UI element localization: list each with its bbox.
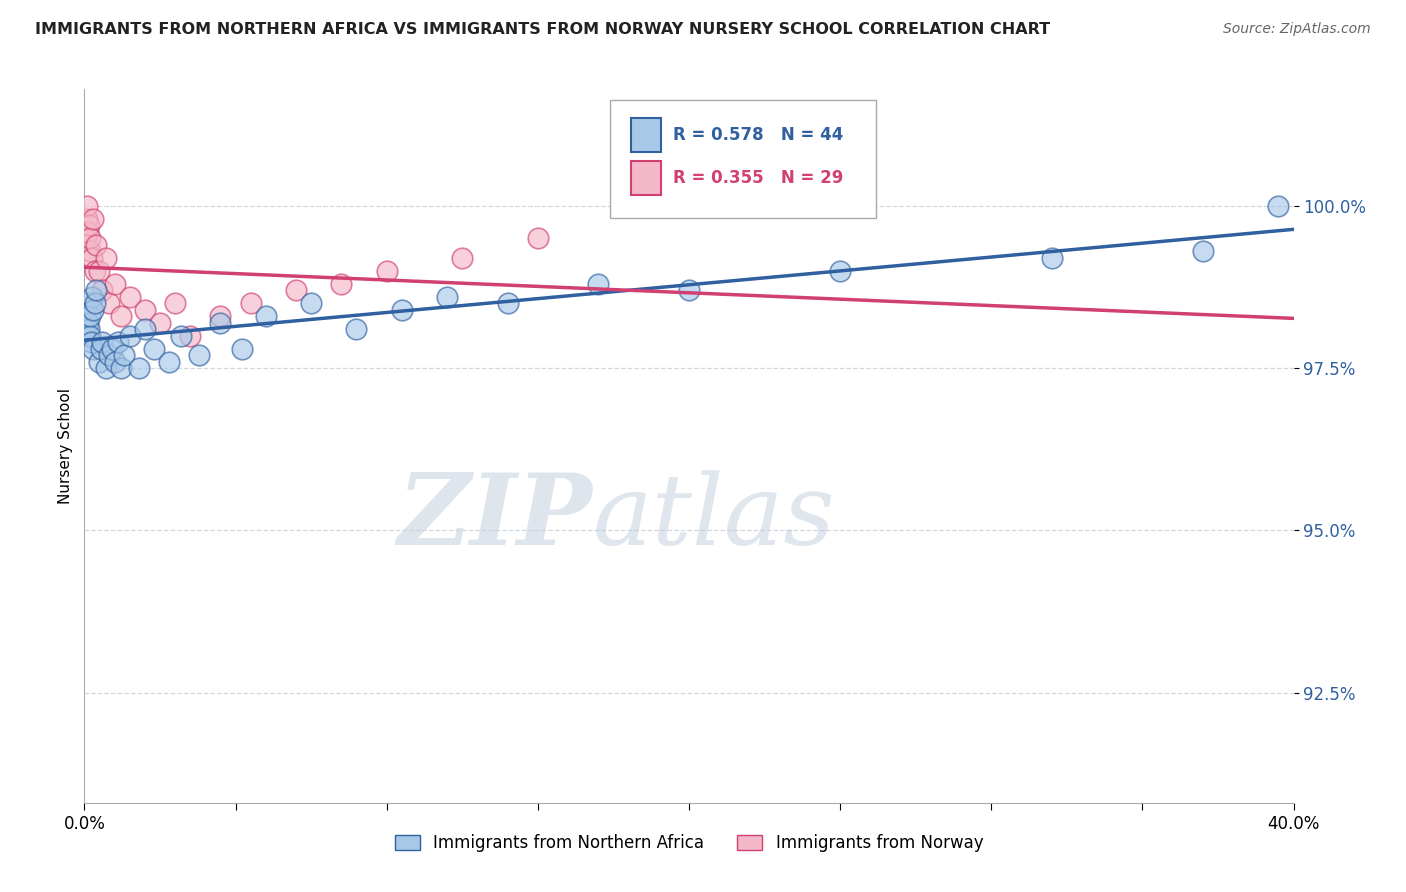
Text: R = 0.355   N = 29: R = 0.355 N = 29 xyxy=(673,169,844,186)
Immigrants from Northern Africa xyxy=(346,322,368,336)
Immigrants from Norway xyxy=(94,251,117,265)
Immigrants from Northern Africa xyxy=(157,354,180,368)
Immigrants from Northern Africa xyxy=(209,316,232,330)
Immigrants from Norway xyxy=(79,244,101,259)
Immigrants from Norway xyxy=(375,264,398,278)
Immigrants from Northern Africa xyxy=(107,335,129,350)
Y-axis label: Nursery School: Nursery School xyxy=(58,388,73,504)
Immigrants from Norway xyxy=(91,283,114,297)
Immigrants from Norway xyxy=(76,199,98,213)
Immigrants from Northern Africa xyxy=(91,335,114,350)
Immigrants from Norway xyxy=(451,251,474,265)
Immigrants from Northern Africa xyxy=(76,296,98,310)
FancyBboxPatch shape xyxy=(610,100,876,218)
Immigrants from Northern Africa xyxy=(588,277,610,291)
Immigrants from Northern Africa xyxy=(830,264,852,278)
Immigrants from Norway xyxy=(118,290,141,304)
Immigrants from Norway xyxy=(134,302,156,317)
Immigrants from Northern Africa xyxy=(89,354,111,368)
Immigrants from Northern Africa xyxy=(1040,251,1063,265)
Immigrants from Northern Africa xyxy=(97,348,120,362)
Immigrants from Northern Africa xyxy=(1267,199,1289,213)
Immigrants from Northern Africa xyxy=(134,322,156,336)
Immigrants from Norway xyxy=(527,231,550,245)
Immigrants from Northern Africa xyxy=(1192,244,1215,259)
Immigrants from Northern Africa xyxy=(299,296,322,310)
Text: R = 0.578   N = 44: R = 0.578 N = 44 xyxy=(673,126,844,144)
Immigrants from Northern Africa xyxy=(110,361,132,376)
Immigrants from Northern Africa xyxy=(82,302,104,317)
Immigrants from Northern Africa xyxy=(254,310,277,324)
Immigrants from Norway xyxy=(76,211,98,226)
Immigrants from Northern Africa xyxy=(678,283,700,297)
Immigrants from Norway xyxy=(104,277,127,291)
Immigrants from Northern Africa xyxy=(188,348,211,362)
Immigrants from Norway xyxy=(97,296,120,310)
Bar xyxy=(631,118,661,152)
Immigrants from Norway xyxy=(285,283,308,297)
Text: IMMIGRANTS FROM NORTHERN AFRICA VS IMMIGRANTS FROM NORWAY NURSERY SCHOOL CORRELA: IMMIGRANTS FROM NORTHERN AFRICA VS IMMIG… xyxy=(35,22,1050,37)
Immigrants from Northern Africa xyxy=(79,328,101,343)
Immigrants from Norway xyxy=(239,296,262,310)
Immigrants from Norway xyxy=(79,231,101,245)
Immigrants from Northern Africa xyxy=(496,296,519,310)
Immigrants from Northern Africa xyxy=(84,296,107,310)
Immigrants from Northern Africa xyxy=(75,310,97,324)
Immigrants from Northern Africa xyxy=(76,328,98,343)
Immigrants from Northern Africa xyxy=(118,328,141,343)
Immigrants from Norway xyxy=(165,296,187,310)
Immigrants from Norway xyxy=(86,238,108,252)
Immigrants from Northern Africa xyxy=(80,335,103,350)
Text: ZIP: ZIP xyxy=(398,469,592,566)
Immigrants from Northern Africa xyxy=(170,328,193,343)
Immigrants from Norway xyxy=(179,328,201,343)
Immigrants from Norway xyxy=(77,219,100,233)
Immigrants from Norway xyxy=(149,316,172,330)
Immigrants from Norway xyxy=(84,264,107,278)
Immigrants from Northern Africa xyxy=(94,361,117,376)
Bar xyxy=(631,161,661,194)
Immigrants from Northern Africa xyxy=(112,348,135,362)
Legend: Immigrants from Northern Africa, Immigrants from Norway: Immigrants from Northern Africa, Immigra… xyxy=(388,828,990,859)
Text: Source: ZipAtlas.com: Source: ZipAtlas.com xyxy=(1223,22,1371,37)
Immigrants from Northern Africa xyxy=(77,322,100,336)
Immigrants from Northern Africa xyxy=(79,310,101,324)
Immigrants from Northern Africa xyxy=(100,342,122,356)
Text: atlas: atlas xyxy=(592,470,835,565)
Immigrants from Northern Africa xyxy=(80,290,103,304)
Immigrants from Norway xyxy=(80,251,103,265)
Immigrants from Northern Africa xyxy=(90,342,112,356)
Immigrants from Northern Africa xyxy=(391,302,413,317)
Immigrants from Norway xyxy=(82,211,104,226)
Immigrants from Northern Africa xyxy=(77,316,100,330)
Immigrants from Norway xyxy=(89,264,111,278)
Immigrants from Northern Africa xyxy=(231,342,253,356)
Immigrants from Northern Africa xyxy=(128,361,150,376)
Immigrants from Northern Africa xyxy=(104,354,127,368)
Immigrants from Northern Africa xyxy=(82,342,104,356)
Immigrants from Northern Africa xyxy=(142,342,165,356)
Immigrants from Norway xyxy=(75,231,97,245)
Immigrants from Northern Africa xyxy=(436,290,458,304)
Immigrants from Norway xyxy=(209,310,232,324)
Immigrants from Norway xyxy=(110,310,132,324)
Immigrants from Northern Africa xyxy=(86,283,108,297)
Immigrants from Norway xyxy=(77,225,100,239)
Immigrants from Norway xyxy=(330,277,353,291)
